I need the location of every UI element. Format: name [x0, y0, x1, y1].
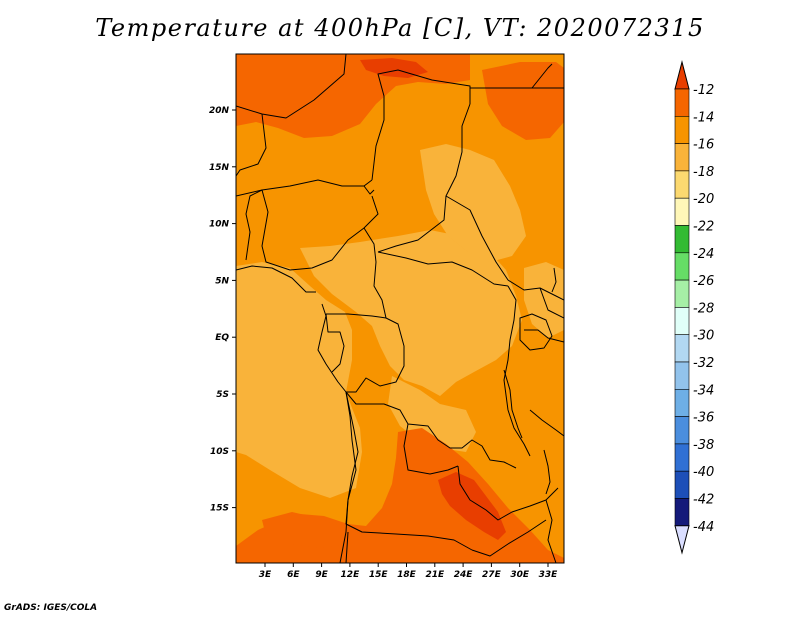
- lake-chad: [363, 185, 375, 195]
- colorbar-box: [674, 116, 690, 144]
- colorbar-label: -12: [693, 83, 714, 98]
- lat-label: 20N: [209, 106, 230, 116]
- colorbar-box: [674, 416, 690, 445]
- field-region-light-north: [420, 144, 526, 262]
- lake-turkana: [551, 267, 557, 293]
- border-namibia: [345, 531, 349, 563]
- lake-tanganyika: [503, 369, 523, 439]
- colorbar-label: -44: [693, 520, 714, 535]
- colorbar-label: -14: [693, 110, 714, 125]
- longitude-axis: 3E 6E 9E 12E 15E 18E 21E 24E 27E 30E 33E: [259, 563, 558, 580]
- colorbar: -12 -14 -16 -18 -20 -22 -24 -26 -28 -30 -32 -34 -36 -…: [674, 60, 714, 555]
- lon-label: 3E: [259, 570, 272, 580]
- lon-label: 18E: [397, 570, 417, 580]
- colorbar-box: [674, 88, 690, 117]
- border-car: [377, 251, 509, 287]
- colorbar-box: [674, 443, 690, 472]
- lon-label: 27E: [482, 570, 502, 580]
- lon-label: 6E: [287, 570, 300, 580]
- colorbar-box: [674, 470, 690, 499]
- lat-label: 15N: [209, 163, 230, 173]
- field-region-warm-northeast: [482, 62, 564, 140]
- lon-label: 12E: [341, 570, 361, 580]
- border-cameroon: [326, 227, 387, 319]
- field-region-hot-north: [360, 58, 428, 78]
- latitude-axis: 20N 15N 10N 5N EQ 5S 10S 15S: [209, 106, 236, 514]
- colorbar-label: -22: [693, 220, 714, 235]
- border-tanzania: [529, 409, 564, 437]
- country-borders: [236, 54, 564, 563]
- border-angola-east: [403, 423, 459, 475]
- lat-label: 10S: [210, 447, 229, 457]
- map-title: Temperature at 400hPa [C], VT: 202007231…: [95, 14, 705, 42]
- coast-west: [317, 303, 357, 563]
- colorbar-box: [674, 388, 690, 417]
- border-drc-south: [345, 391, 517, 469]
- coast-gulf-guinea: [236, 265, 316, 293]
- field-region-light-west: [236, 262, 362, 498]
- lon-label: 30E: [510, 570, 530, 580]
- border-zambia: [457, 465, 559, 521]
- map-frame: [235, 53, 565, 564]
- border-congo: [346, 317, 405, 393]
- border-drc-east: [503, 285, 531, 457]
- colorbar-box: [674, 279, 690, 308]
- colorbar-label: -32: [693, 356, 714, 371]
- colorbar-box: [674, 361, 690, 390]
- colorbar-box: [674, 225, 690, 254]
- colorbar-box: [674, 170, 690, 199]
- border-kenya: [539, 287, 564, 319]
- border-uganda: [524, 329, 564, 343]
- colorbar-label: -34: [693, 383, 714, 398]
- lake-malawi: [543, 449, 551, 495]
- border-north: [236, 54, 347, 119]
- colorbar-box: [674, 143, 690, 172]
- lon-label: 24E: [454, 570, 474, 580]
- lon-label: 15E: [369, 570, 389, 580]
- border-zambia-south: [471, 519, 547, 557]
- colorbar-box: [674, 252, 690, 281]
- colorbar-box: [674, 197, 690, 226]
- field-region-hottest-core: [438, 472, 506, 540]
- colorbar-label: -26: [693, 274, 714, 289]
- colorbar-label: -28: [693, 301, 714, 316]
- colorbar-box: [674, 334, 690, 363]
- colorbar-label: -16: [693, 138, 714, 153]
- lat-label: 10N: [209, 220, 230, 230]
- temperature-field: [236, 54, 564, 563]
- lat-label: 5S: [216, 390, 229, 400]
- colorbar-label: -24: [693, 247, 714, 262]
- red-sea-coast: [531, 63, 553, 89]
- border-chad-west: [371, 69, 471, 181]
- border-sudan-south: [445, 195, 564, 301]
- colorbar-label: -40: [693, 465, 714, 480]
- border-gabon: [325, 313, 345, 373]
- colorbar-top-arrow: [674, 60, 690, 90]
- border-benin: [245, 189, 263, 261]
- colorbar-label: -42: [693, 493, 714, 508]
- lon-label: 21E: [425, 570, 445, 580]
- lon-label: 9E: [315, 570, 328, 580]
- lake-victoria: [519, 313, 553, 351]
- colorbar-label: -38: [693, 438, 714, 453]
- colorbar-label: -36: [693, 411, 714, 426]
- lat-label: EQ: [215, 333, 229, 343]
- colorbar-box: [674, 498, 690, 527]
- colorbar-bottom-arrow: [674, 525, 690, 555]
- colorbar-label: -18: [693, 165, 714, 180]
- border-nigeria: [261, 189, 379, 271]
- field-region-light-central: [300, 230, 522, 396]
- lat-label: 15S: [210, 504, 229, 514]
- lon-label: 33E: [539, 570, 559, 580]
- colorbar-label: -20: [693, 192, 714, 207]
- colorbar-label: -30: [693, 329, 714, 344]
- footer-credit: GrADS: IGES/COLA: [4, 603, 98, 613]
- lat-label: 5N: [215, 276, 229, 286]
- border-sahel-west: [236, 113, 267, 177]
- field-region-warm-southwest: [262, 512, 350, 548]
- border-mozambique: [545, 499, 557, 563]
- colorbar-box: [674, 307, 690, 335]
